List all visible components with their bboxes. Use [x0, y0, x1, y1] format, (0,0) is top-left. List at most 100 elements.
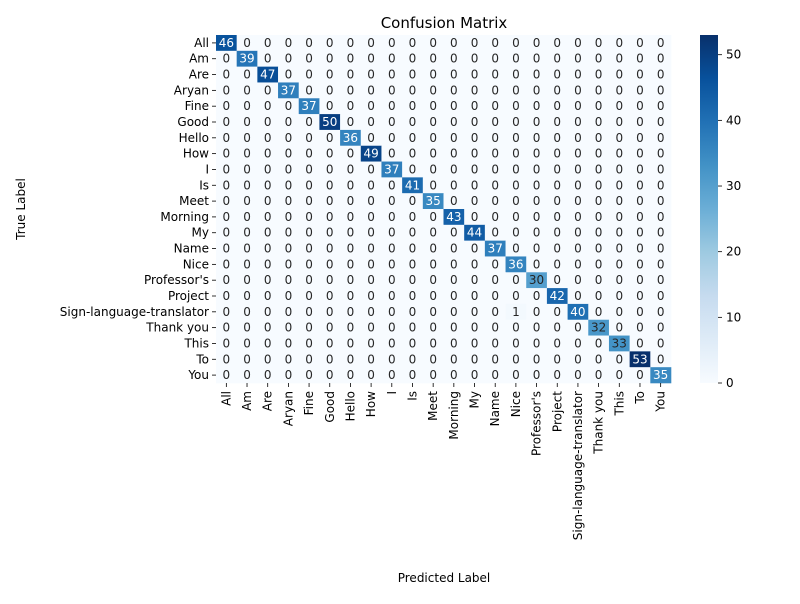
heatmap-cell [216, 193, 237, 210]
heatmap-cell [319, 177, 341, 194]
heatmap-cell [484, 288, 506, 305]
heatmap-cell [402, 177, 424, 194]
heatmap-cell [278, 129, 300, 147]
cell-value-label: 0 [533, 305, 541, 319]
heatmap-cell [402, 272, 424, 289]
heatmap-cell [484, 303, 506, 321]
heatmap-cell [298, 98, 320, 115]
y-tick-label: I [205, 162, 209, 176]
heatmap-cell [505, 66, 527, 83]
heatmap-cell [381, 335, 403, 352]
cell-value-label: 0 [471, 273, 479, 287]
heatmap-cell [588, 256, 610, 273]
cell-value-label: 0 [429, 99, 437, 113]
heatmap-cell [360, 66, 382, 83]
cell-value-label: 0 [305, 162, 313, 176]
cell-value-label: 0 [636, 36, 644, 50]
cell-value-label: 0 [285, 273, 293, 287]
cell-value-label: 0 [553, 321, 561, 335]
cell-value-label: 0 [471, 52, 479, 66]
cell-value-label: 0 [347, 83, 355, 97]
heatmap-cell [381, 145, 403, 162]
heatmap-cell [381, 209, 403, 226]
y-tick-label: All [194, 36, 209, 50]
cell-value-label: 0 [305, 242, 313, 256]
cell-value-label: 0 [409, 99, 417, 113]
heatmap-cell [257, 335, 279, 352]
heatmap-cell [236, 193, 258, 210]
cell-value-label: 0 [595, 131, 603, 145]
heatmap-cell [298, 50, 320, 67]
heatmap-cell [567, 319, 589, 336]
cell-value-label: 0 [615, 242, 623, 256]
cell-value-label: 53 [632, 352, 647, 366]
cell-value-label: 0 [533, 131, 541, 145]
cell-value-label: 0 [450, 194, 458, 208]
cell-value-label: 0 [636, 147, 644, 161]
heatmap-cell [608, 50, 630, 67]
cell-value-label: 0 [595, 68, 603, 82]
heatmap-cell [298, 351, 320, 368]
cell-value-label: 0 [636, 257, 644, 271]
cell-value-label: 0 [367, 68, 375, 82]
cell-value-label: 0 [491, 162, 499, 176]
heatmap-cell [278, 288, 300, 305]
heatmap-cell-labels: 46 0 0 0 0 0 0 0 0 0 0 0 0 0 0 0 0 0 0 0 0 00 39 0 0 0 0 0 0 0 0 0 0 0 0 0 0… [219, 36, 669, 382]
cell-value-label: 0 [595, 368, 603, 382]
cell-value-label: 0 [471, 321, 479, 335]
cell-value-label: 0 [574, 147, 582, 161]
heatmap-cell [629, 129, 651, 147]
cell-value-label: 0 [223, 68, 231, 82]
cell-value-label: 0 [574, 226, 582, 240]
cell-value-label: 0 [491, 99, 499, 113]
cell-value-label: 0 [243, 226, 251, 240]
heatmap-cell [650, 193, 672, 210]
heatmap-cell [608, 209, 630, 226]
cell-value-label: 0 [285, 68, 293, 82]
cell-value-label: 0 [429, 115, 437, 129]
cell-value-label: 0 [264, 83, 272, 97]
heatmap-cell [546, 114, 568, 131]
heatmap-cell [443, 272, 465, 289]
cell-value-label: 0 [409, 147, 417, 161]
heatmap-cell [298, 272, 320, 289]
cell-value-label: 0 [326, 210, 334, 224]
heatmap-cell [526, 256, 548, 273]
cell-value-label: 0 [285, 52, 293, 66]
x-tick-label: I [385, 391, 399, 395]
heatmap-cell [443, 224, 465, 241]
heatmap-cell [216, 35, 237, 52]
cell-value-label: 0 [367, 52, 375, 66]
cell-value-label: 0 [409, 36, 417, 50]
cell-value-label: 0 [223, 305, 231, 319]
cell-value-label: 0 [595, 147, 603, 161]
heatmap-cell [340, 224, 362, 241]
heatmap-cell [278, 145, 300, 162]
heatmap-cell [629, 272, 651, 289]
cell-value-label: 0 [574, 68, 582, 82]
cell-value-label: 0 [636, 178, 644, 192]
cell-value-label: 0 [657, 99, 665, 113]
cell-value-label: 0 [450, 99, 458, 113]
colorbar-tick-label: 50 [726, 48, 741, 62]
heatmap-cell [402, 98, 424, 115]
y-tick-label: Are [189, 68, 209, 82]
cell-value-label: 0 [553, 115, 561, 129]
heatmap-cell [505, 209, 527, 226]
heatmap-cell [278, 240, 300, 257]
heatmap-cell [360, 224, 382, 241]
cell-value-label: 0 [429, 147, 437, 161]
y-tick-label: Thank you [145, 321, 209, 335]
cell-value-label: 0 [450, 83, 458, 97]
heatmap-cell [443, 335, 465, 352]
heatmap-cell [381, 129, 403, 147]
heatmap-cell [505, 367, 527, 384]
heatmap-cell [278, 303, 300, 321]
heatmap-cell [298, 303, 320, 321]
cell-value-label: 0 [450, 68, 458, 82]
cell-value-label: 0 [657, 242, 665, 256]
cell-value-label: 0 [450, 115, 458, 129]
cell-value-label: 0 [243, 273, 251, 287]
cell-value-label: 0 [450, 147, 458, 161]
heatmap-cell [464, 161, 486, 178]
